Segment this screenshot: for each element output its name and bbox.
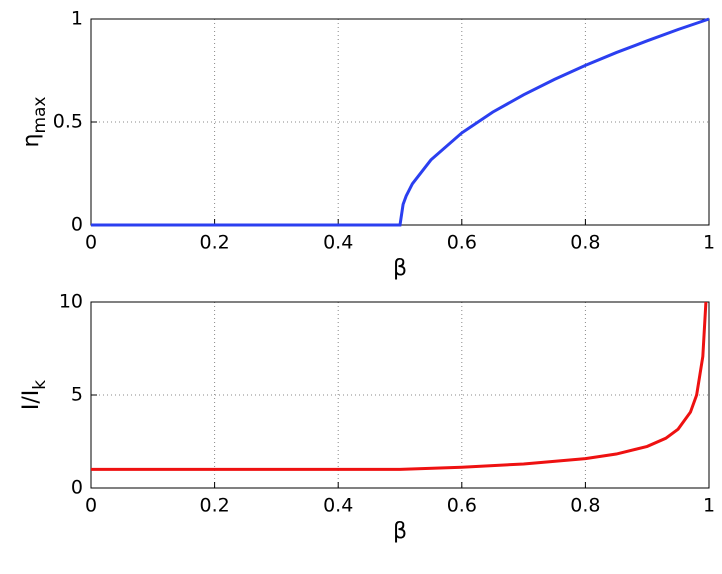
line (91, 301, 708, 471)
x-tick-label: 0.6 (447, 495, 477, 517)
x-tick-label: 0.8 (570, 495, 600, 517)
y-axis-label-main: I/I (19, 390, 44, 410)
x-tick-label: 1 (703, 232, 715, 254)
y-tick-label: 0 (71, 477, 83, 499)
y-axis-label: I/Ik (19, 380, 50, 410)
y-axis-label-main: η (19, 134, 44, 148)
y-tick-label: 0.5 (53, 111, 83, 133)
x-tick-label: 0.6 (447, 232, 477, 254)
x-axis-label: β (393, 256, 407, 281)
x-tick-label: 0.2 (199, 495, 229, 517)
y-axis-label-sub: max (30, 97, 50, 134)
y-tick-label: 0 (71, 214, 83, 236)
x-axis-label: β (393, 519, 407, 544)
x-tick-label: 0.4 (323, 232, 353, 254)
y-tick-label: 5 (71, 384, 83, 406)
y-axis-label-sub: k (30, 380, 50, 390)
x-tick-label: 0 (85, 232, 97, 254)
x-tick-label: 0.4 (323, 495, 353, 517)
x-tick-label: 1 (703, 495, 715, 517)
x-tick-label: 0.2 (199, 232, 229, 254)
x-tick-label: 0.8 (570, 232, 600, 254)
line (91, 17, 710, 227)
x-tick-label: 0 (85, 495, 97, 517)
y-axis-label: ηmax (19, 97, 50, 148)
y-tick-label: 1 (71, 8, 83, 30)
axes-box (90, 301, 710, 489)
y-tick-label: 10 (59, 291, 83, 313)
